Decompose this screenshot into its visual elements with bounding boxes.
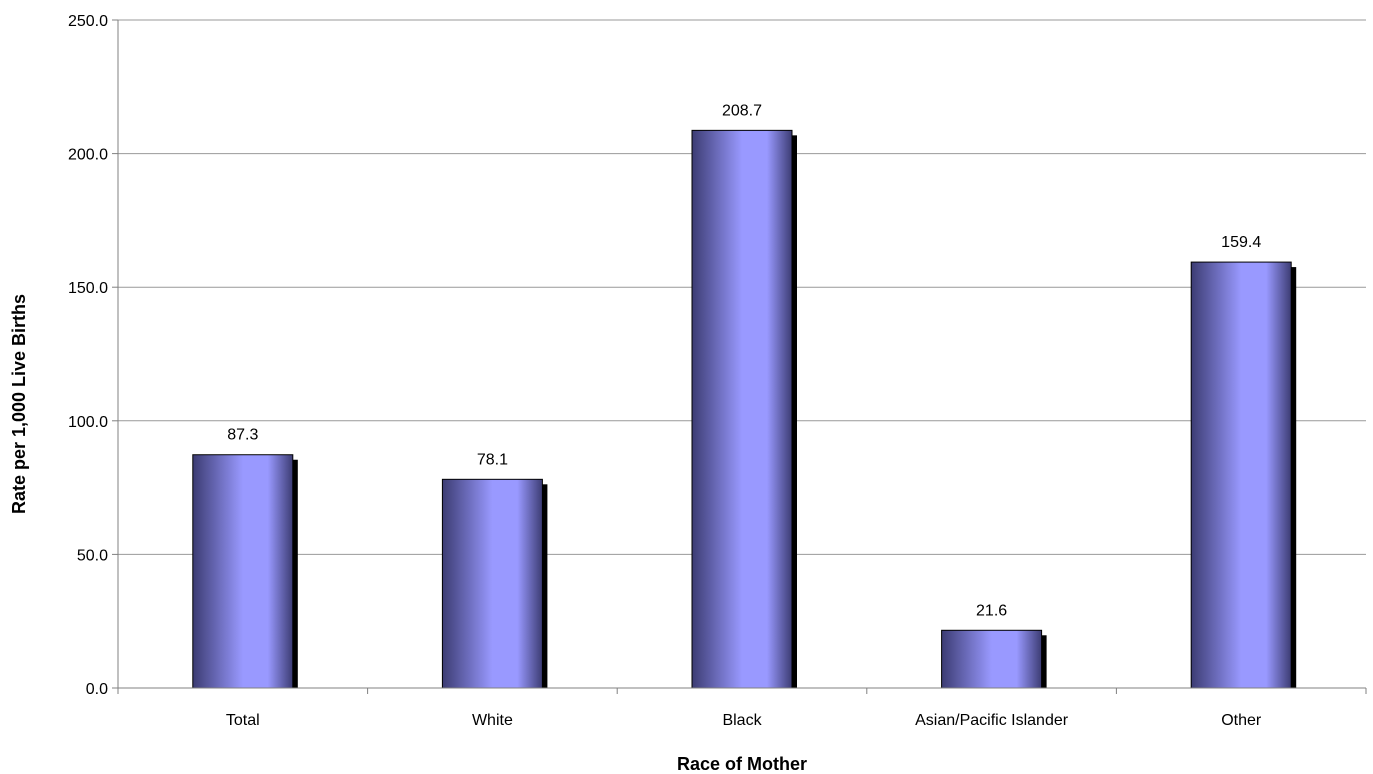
bar (1190, 261, 1292, 689)
x-tick-label: White (472, 712, 513, 729)
axes (117, 20, 1366, 689)
y-axis-title: Rate per 1,000 Live Births (9, 294, 29, 514)
bar (691, 129, 793, 689)
data-label: 21.6 (976, 602, 1007, 619)
y-tick-label: 0.0 (86, 681, 108, 698)
y-tick-label: 100.0 (68, 414, 108, 431)
x-tick-label: Black (722, 712, 762, 729)
data-labels: 87.3 78.1 208.7 21.6 159.4 (227, 102, 1261, 619)
y-tick-label: 150.0 (68, 280, 108, 297)
y-tick-label: 50.0 (77, 547, 108, 564)
bar (441, 478, 543, 689)
bars (192, 129, 1297, 689)
y-tick-label: 200.0 (68, 147, 108, 164)
x-tick-label: Asian/Pacific Islander (915, 712, 1069, 729)
data-label: 78.1 (477, 451, 508, 468)
bar (941, 629, 1043, 689)
x-axis-ticks: Total White Black Asian/Pacific Islander Oth… (117, 688, 1367, 729)
data-label: 159.4 (1221, 234, 1261, 251)
x-axis-title: Race of Mother (677, 754, 807, 774)
data-label: 208.7 (722, 102, 762, 119)
x-tick-label: Total (226, 712, 260, 729)
bar (192, 454, 294, 689)
data-label: 87.3 (227, 427, 258, 444)
x-tick-label: Other (1221, 712, 1262, 729)
y-axis-ticks: 0.0 50.0 100.0 150.0 200.0 250.0 (68, 13, 118, 698)
y-tick-label: 250.0 (68, 13, 108, 30)
